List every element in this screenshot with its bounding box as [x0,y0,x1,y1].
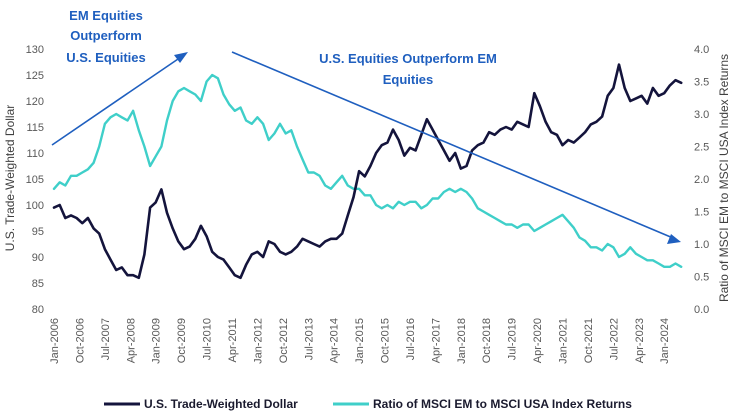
left-axis-title: U.S. Trade-Weighted Dollar [3,105,17,252]
annotation-left-line-2: Outperform [70,28,142,43]
right-tick-label-7: 3.5 [694,77,709,89]
annotation-right-line-1: U.S. Equities Outperform EM [319,51,497,66]
right-tick-label-1: 0.5 [694,272,709,284]
legend-label-dollar: U.S. Trade-Weighted Dollar [144,397,298,411]
right-tick-label-3: 1.5 [694,207,709,219]
x-axis-ticks: Jan-2006 Oct-2006 Jul-2007 Apr-2008 Jan-2009… [49,318,671,364]
x-tick-label-19: Apr-2020 [532,318,544,363]
legend: U.S. Trade-Weighted Dollar Ratio of MSCI… [104,397,632,411]
right-tick-label-0: 0.0 [694,304,709,316]
left-tick-label-0: 80 [32,304,44,316]
right-axis-ticks: 0.0 0.5 1.0 1.5 2.0 2.5 3.0 3.5 4.0 [694,44,709,316]
right-tick-label-2: 1.0 [694,239,709,251]
left-tick-label-5: 105 [26,174,44,186]
x-tick-label-7: Apr-2011 [227,318,239,362]
x-tick-label-3: Apr-2008 [125,318,137,363]
arrow-down-head [667,234,681,244]
x-tick-label-10: Jul-2013 [303,318,315,360]
annotation-right: U.S. Equities Outperform EM Equities [319,51,497,87]
annotation-left: EM Equities Outperform U.S. Equities [66,8,145,65]
annotation-left-line-1: EM Equities [69,8,143,23]
x-tick-label-20: Jan-2021 [558,318,570,364]
x-tick-label-8: Jan-2012 [252,318,264,364]
left-tick-label-2: 90 [32,252,44,264]
x-tick-label-5: Oct-2009 [176,318,188,363]
series-line-ratio [52,73,683,268]
annotation-left-line-3: U.S. Equities [66,50,145,65]
x-tick-label-21: Oct-2021 [583,318,595,363]
arrow-down [231,51,674,239]
arrow-up [51,56,182,146]
x-tick-label-24: Jan-2024 [659,318,671,364]
right-axis: Ratio of MSCI EM to MSCI USA Index Retur… [694,44,731,316]
right-axis-title: Ratio of MSCI EM to MSCI USA Index Retur… [717,54,731,302]
left-tick-label-1: 85 [32,278,44,290]
right-tick-label-8: 4.0 [694,44,709,56]
annotation-right-line-2: Equities [383,72,434,87]
left-tick-label-6: 110 [26,148,44,160]
x-tick-label-16: Jan-2018 [456,318,468,364]
legend-label-ratio: Ratio of MSCI EM to MSCI USA Index Retur… [373,397,632,411]
x-tick-label-23: Apr-2023 [634,318,646,363]
right-tick-label-4: 2.0 [694,174,709,186]
x-tick-label-2: Jul-2007 [100,318,112,360]
left-axis: U.S. Trade-Weighted Dollar 80 85 90 95 100 10… [3,44,44,316]
series-line-dollar [52,63,683,280]
x-tick-label-11: Apr-2014 [329,318,341,363]
x-tick-label-9: Oct-2012 [278,318,290,363]
x-tick-label-4: Jan-2009 [151,318,163,364]
x-tick-label-22: Jul-2022 [608,318,620,360]
x-tick-label-15: Apr-2017 [430,318,442,363]
left-axis-ticks: 80 85 90 95 100 105 110 115 120 125 130 [26,44,44,316]
arrow-up-head [174,52,188,63]
x-tick-label-1: Oct-2006 [74,318,86,363]
x-tick-label-6: Jul-2010 [202,318,214,360]
x-tick-label-18: Jul-2019 [507,318,519,360]
left-tick-label-9: 125 [26,70,44,82]
left-tick-label-7: 115 [26,122,44,134]
trend-arrows [51,51,681,244]
left-tick-label-3: 95 [32,226,44,238]
right-tick-label-6: 3.0 [694,109,709,121]
x-tick-label-17: Oct-2018 [481,318,493,363]
right-tick-label-5: 2.5 [694,142,709,154]
left-tick-label-8: 120 [26,96,44,108]
series-layer [52,63,683,280]
x-tick-label-0: Jan-2006 [49,318,61,364]
x-tick-label-13: Oct-2015 [380,318,392,363]
x-tick-label-12: Jan-2015 [354,318,366,364]
x-tick-label-14: Jul-2016 [405,318,417,360]
left-tick-label-10: 130 [26,44,44,56]
left-tick-label-4: 100 [26,200,44,212]
